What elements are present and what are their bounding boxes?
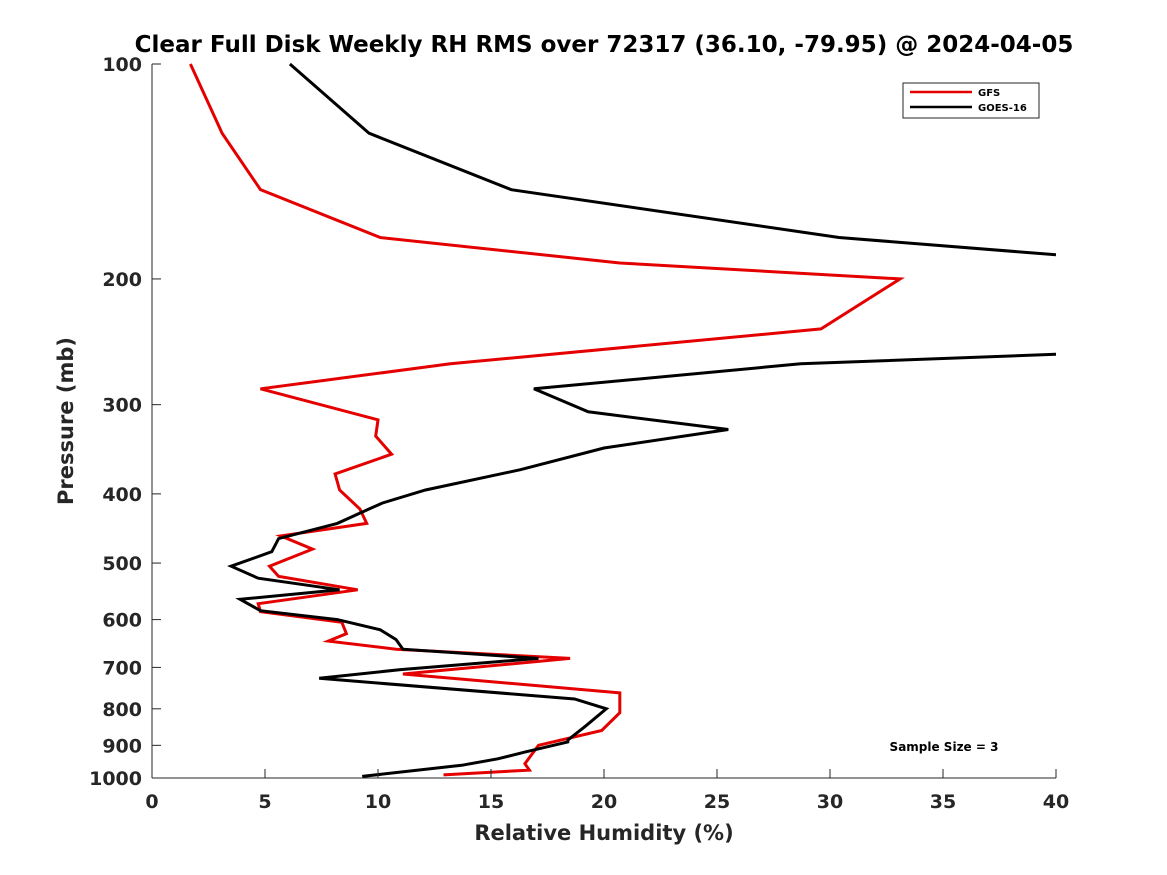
- plot-area: [152, 64, 1056, 778]
- y-tick-label: 300: [102, 395, 142, 417]
- y-tick-label: 700: [102, 657, 142, 679]
- x-tick-label: 10: [365, 791, 391, 813]
- y-tick-label: 600: [102, 610, 142, 632]
- x-tick-label: 15: [478, 791, 504, 813]
- y-ticks: 100 200 300 400 500 600 700 800 900 1000: [89, 54, 161, 790]
- y-tick-label: 400: [102, 484, 142, 506]
- chart-title: Clear Full Disk Weekly RH RMS over 72317…: [135, 32, 1074, 58]
- y-tick-label: 500: [102, 553, 142, 575]
- x-tick-label: 5: [258, 791, 271, 813]
- x-tick-label: 30: [817, 791, 843, 813]
- series-layer: [189, 63, 1056, 778]
- x-tick-label: 35: [930, 791, 956, 813]
- x-tick-label: 40: [1043, 791, 1069, 813]
- x-tick-label: 25: [704, 791, 730, 813]
- legend-label-goes16: GOES-16: [978, 103, 1027, 114]
- y-tick-label: 200: [102, 269, 142, 291]
- x-ticks: 0 5 10 15 20 25 30 35 40: [145, 769, 1069, 813]
- series-line-gfs: [189, 63, 905, 777]
- x-tick-label: 0: [145, 791, 158, 813]
- y-axis-title: Pressure (mb): [54, 337, 78, 505]
- x-tick-label: 20: [591, 791, 617, 813]
- series-line-goes-16: [227, 63, 1056, 778]
- y-tick-label: 1000: [89, 768, 142, 790]
- legend: GFS GOES-16: [902, 82, 1040, 119]
- x-axis-title: Relative Humidity (%): [474, 821, 733, 845]
- y-tick-label: 900: [102, 735, 142, 757]
- legend-box: [902, 82, 1040, 119]
- sample-size-annotation: Sample Size = 3: [890, 740, 999, 754]
- y-tick-label: 800: [102, 699, 142, 721]
- y-tick-label: 100: [102, 54, 142, 76]
- legend-label-gfs: GFS: [978, 88, 1000, 99]
